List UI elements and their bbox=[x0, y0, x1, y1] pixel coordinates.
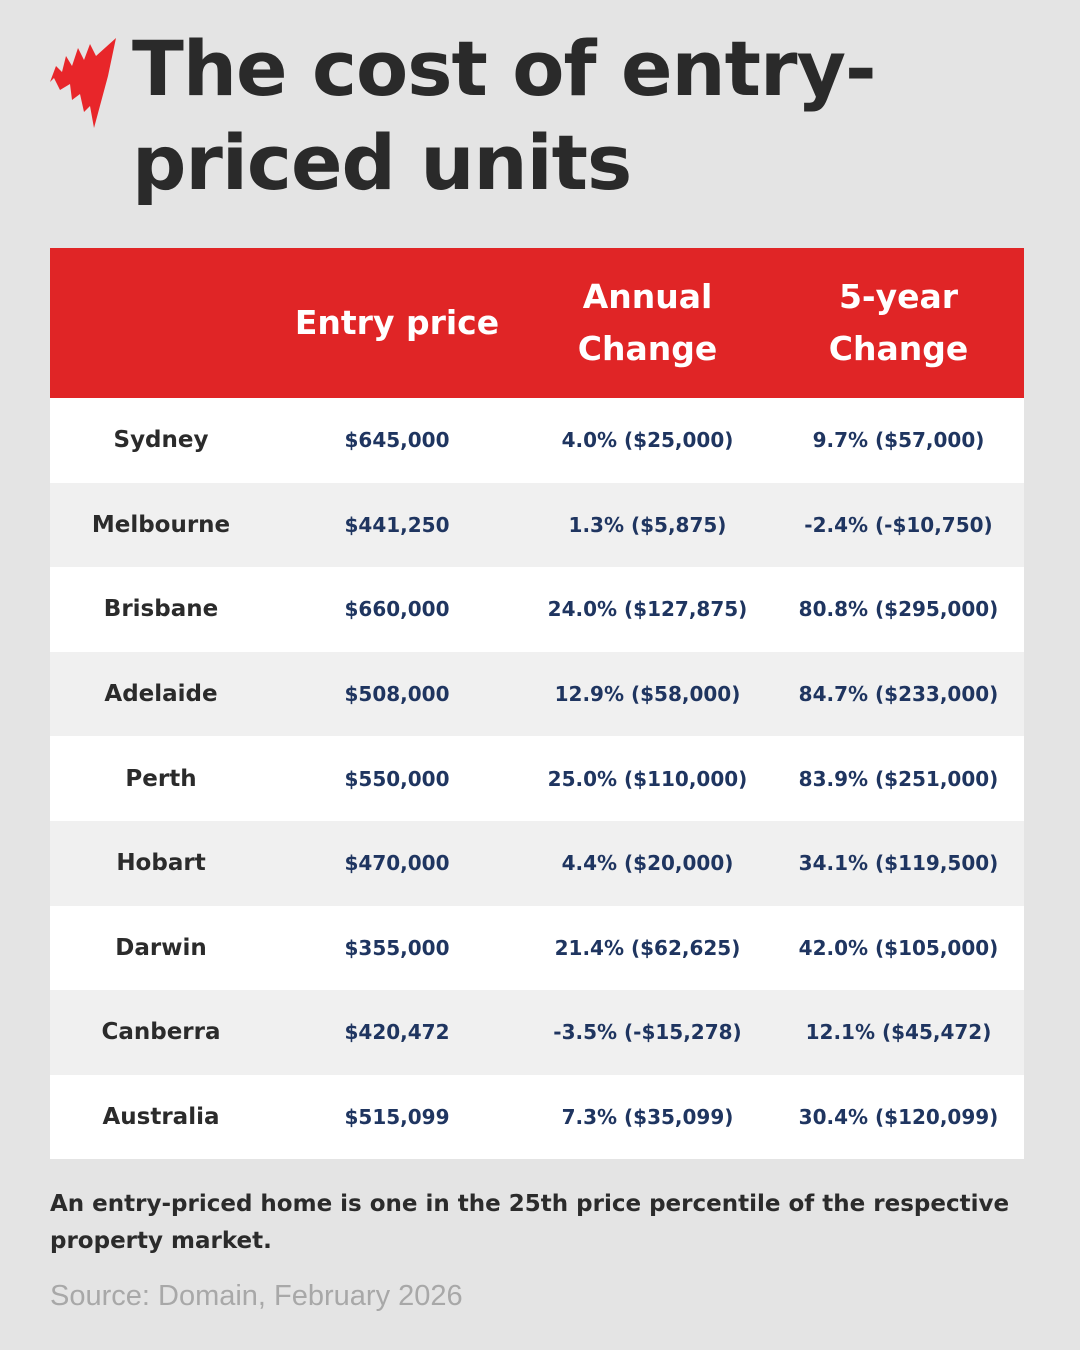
city-cell: Hobart bbox=[50, 820, 272, 906]
entry-price-cell: $508,000 bbox=[272, 651, 522, 737]
entry-price-cell: $645,000 bbox=[272, 398, 522, 483]
five-year-change-cell: 84.7% ($233,000) bbox=[773, 651, 1024, 737]
five-year-change-cell: 9.7% ($57,000) bbox=[773, 398, 1024, 483]
price-table: Entry price Annual Change 5-year Change … bbox=[50, 248, 1024, 1160]
header-entry-price: Entry price bbox=[272, 248, 522, 398]
city-cell: Adelaide bbox=[50, 651, 272, 737]
five-year-change-cell: -2.4% (-$10,750) bbox=[773, 482, 1024, 568]
annual-change-cell: 24.0% ($127,875) bbox=[522, 567, 773, 652]
annual-change-cell: 21.4% ($62,625) bbox=[522, 905, 773, 991]
entry-price-cell: $420,472 bbox=[272, 990, 522, 1075]
entry-price-cell: $515,099 bbox=[272, 1074, 522, 1160]
entry-price-cell: $441,250 bbox=[272, 482, 522, 568]
header-entry-price-label: Entry price bbox=[294, 303, 500, 342]
entry-price-cell: $355,000 bbox=[272, 905, 522, 991]
entry-price-cell: $470,000 bbox=[272, 820, 522, 906]
page-title: The cost of entry-priced units bbox=[132, 24, 877, 207]
annual-change-cell: 25.0% ($110,000) bbox=[522, 736, 773, 821]
header-annual-change: Annual Change bbox=[522, 248, 773, 398]
city-cell: Australia bbox=[50, 1074, 272, 1160]
five-year-change-cell: 12.1% ($45,472) bbox=[773, 990, 1024, 1075]
entry-price-cell: $550,000 bbox=[272, 736, 522, 821]
table-row: Canberra $420,472 -3.5% (-$15,278) 12.1% ($… bbox=[50, 990, 1024, 1075]
annual-change-cell: -3.5% (-$15,278) bbox=[522, 990, 773, 1075]
annual-change-cell: 4.4% ($20,000) bbox=[522, 820, 773, 906]
city-cell: Perth bbox=[50, 736, 272, 821]
table-row: Darwin $355,000 21.4% ($62,625) 42.0% ($105… bbox=[50, 905, 1024, 991]
five-year-change-cell: 34.1% ($119,500) bbox=[773, 820, 1024, 906]
table-row: Melbourne $441,250 1.3% ($5,875) -2.4% (-$1… bbox=[50, 482, 1024, 568]
five-year-change-cell: 80.8% ($295,000) bbox=[773, 567, 1024, 652]
table-row: Brisbane $660,000 24.0% ($127,875) 80.8% ($… bbox=[50, 567, 1024, 652]
annual-change-cell: 12.9% ($58,000) bbox=[522, 651, 773, 737]
city-cell: Melbourne bbox=[50, 482, 272, 568]
city-cell: Canberra bbox=[50, 990, 272, 1075]
five-year-change-cell: 30.4% ($120,099) bbox=[773, 1074, 1024, 1160]
header-city bbox=[50, 248, 272, 398]
annual-change-cell: 1.3% ($5,875) bbox=[522, 482, 773, 568]
annual-change-cell: 7.3% ($35,099) bbox=[522, 1074, 773, 1160]
sbs-logo-icon bbox=[50, 38, 116, 128]
table-row: Adelaide $508,000 12.9% ($58,000) 84.7% ($2… bbox=[50, 651, 1024, 737]
five-year-change-cell: 42.0% ($105,000) bbox=[773, 905, 1024, 991]
table-row: Hobart $470,000 4.4% ($20,000) 34.1% ($119,… bbox=[50, 820, 1024, 906]
table-row: Australia $515,099 7.3% ($35,099) 30.4% ($1… bbox=[50, 1074, 1024, 1160]
table-header-row: Entry price Annual Change 5-year Change bbox=[50, 248, 1024, 398]
city-cell: Sydney bbox=[50, 398, 272, 483]
source-credit: Source: Domain, February 2026 bbox=[50, 1280, 463, 1312]
footnote: An entry-priced home is one in the 25th … bbox=[50, 1191, 1010, 1254]
header-five-year-change-label: 5-year Change bbox=[828, 277, 969, 368]
five-year-change-cell: 83.9% ($251,000) bbox=[773, 736, 1024, 821]
city-cell: Darwin bbox=[50, 905, 272, 991]
header-five-year-change: 5-year Change bbox=[773, 248, 1024, 398]
header-annual-change-label: Annual Change bbox=[577, 277, 718, 368]
annual-change-cell: 4.0% ($25,000) bbox=[522, 398, 773, 483]
table-row: Sydney $645,000 4.0% ($25,000) 9.7% ($57,00… bbox=[50, 398, 1024, 483]
city-cell: Brisbane bbox=[50, 567, 272, 652]
table-row: Perth $550,000 25.0% ($110,000) 83.9% ($251… bbox=[50, 736, 1024, 821]
entry-price-cell: $660,000 bbox=[272, 567, 522, 652]
